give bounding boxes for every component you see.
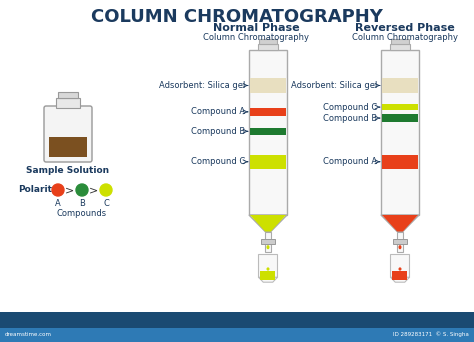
Bar bbox=[382, 104, 418, 110]
Bar bbox=[391, 254, 410, 277]
Text: Adsorbent: Silica gel: Adsorbent: Silica gel bbox=[291, 81, 380, 90]
Text: Compound B: Compound B bbox=[323, 114, 380, 122]
Bar bbox=[0, 312, 474, 342]
Text: C: C bbox=[103, 199, 109, 208]
Ellipse shape bbox=[266, 245, 270, 249]
Text: Compound A: Compound A bbox=[323, 157, 380, 166]
Bar bbox=[49, 137, 87, 157]
Polygon shape bbox=[381, 215, 419, 232]
FancyBboxPatch shape bbox=[44, 106, 92, 162]
Bar bbox=[257, 44, 278, 50]
Ellipse shape bbox=[399, 267, 401, 271]
Bar bbox=[392, 271, 408, 280]
Polygon shape bbox=[249, 215, 287, 232]
Text: ID 289283171  © S. Singha: ID 289283171 © S. Singha bbox=[393, 331, 469, 337]
Bar bbox=[381, 50, 419, 215]
Text: Column Chromatography: Column Chromatography bbox=[203, 33, 309, 42]
Circle shape bbox=[76, 184, 88, 196]
Bar bbox=[258, 254, 277, 277]
Polygon shape bbox=[391, 277, 410, 282]
Bar bbox=[382, 78, 418, 93]
Bar bbox=[0, 328, 474, 342]
Text: Adsorbent: Silica gel: Adsorbent: Silica gel bbox=[159, 81, 248, 90]
Text: Compounds: Compounds bbox=[57, 209, 107, 218]
Text: dreamstime.com: dreamstime.com bbox=[5, 332, 52, 337]
Text: A: A bbox=[55, 199, 61, 208]
Text: Compound A: Compound A bbox=[191, 107, 248, 116]
Bar bbox=[250, 108, 286, 116]
Text: Column Chromatography: Column Chromatography bbox=[352, 33, 458, 42]
Bar bbox=[261, 239, 275, 244]
Text: Normal Phase: Normal Phase bbox=[213, 23, 299, 33]
Ellipse shape bbox=[266, 267, 270, 271]
Circle shape bbox=[100, 184, 112, 196]
Bar bbox=[250, 155, 286, 169]
Text: Sample Solution: Sample Solution bbox=[27, 166, 109, 175]
Bar bbox=[382, 114, 418, 122]
Polygon shape bbox=[382, 215, 418, 232]
Text: >: > bbox=[65, 185, 74, 195]
Text: >: > bbox=[90, 185, 99, 195]
Bar bbox=[397, 232, 403, 241]
Bar bbox=[390, 44, 410, 50]
Bar bbox=[250, 128, 286, 135]
Text: Compound B: Compound B bbox=[191, 127, 248, 136]
Bar bbox=[393, 239, 407, 244]
Bar bbox=[58, 92, 78, 98]
Bar bbox=[261, 271, 275, 280]
Bar bbox=[265, 232, 271, 241]
Bar bbox=[250, 78, 286, 93]
Bar bbox=[397, 244, 403, 252]
Text: Compound C: Compound C bbox=[323, 103, 380, 111]
Bar bbox=[391, 39, 409, 44]
Polygon shape bbox=[250, 215, 286, 232]
Text: Reversed Phase: Reversed Phase bbox=[355, 23, 455, 33]
Polygon shape bbox=[258, 277, 277, 282]
Text: COLUMN CHROMATOGRAPHY: COLUMN CHROMATOGRAPHY bbox=[91, 8, 383, 26]
Bar bbox=[382, 155, 418, 169]
Ellipse shape bbox=[399, 245, 401, 249]
Circle shape bbox=[52, 184, 64, 196]
Bar bbox=[259, 39, 277, 44]
Text: Compound C: Compound C bbox=[191, 157, 248, 166]
Text: B: B bbox=[79, 199, 85, 208]
Bar bbox=[249, 50, 287, 215]
Bar bbox=[56, 98, 80, 108]
Text: Polarity: Polarity bbox=[18, 185, 58, 195]
Bar bbox=[265, 244, 271, 252]
